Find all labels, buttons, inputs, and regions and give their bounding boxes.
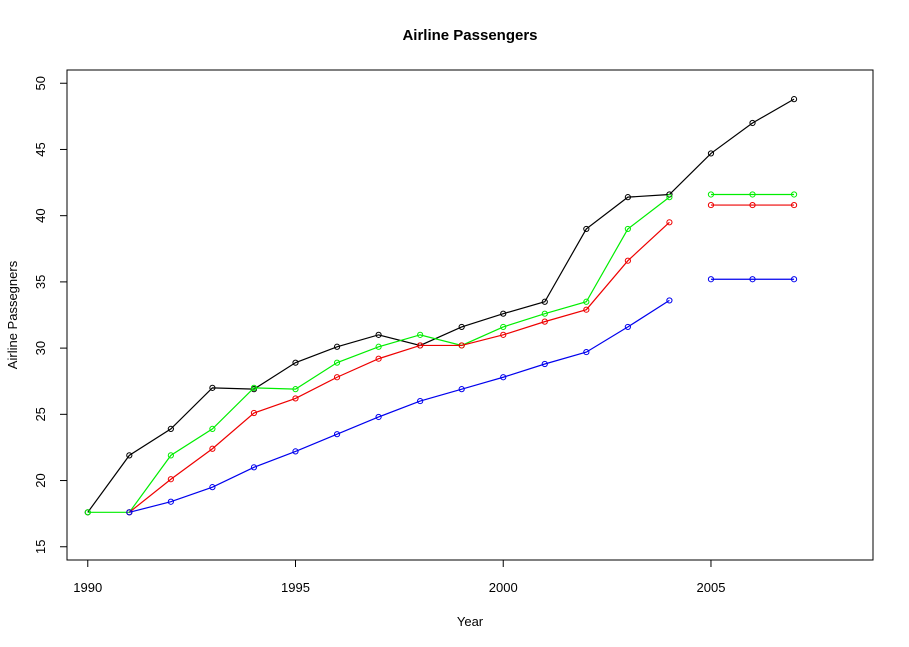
series-4-point (624, 323, 631, 331)
series-2-point (500, 323, 507, 331)
series-3-point (333, 374, 341, 381)
series-1-point (707, 150, 715, 157)
series-3-point (583, 306, 590, 313)
series-2-point (250, 384, 258, 391)
series-4-line (129, 299, 670, 513)
series-2 (84, 194, 673, 516)
series-3-point (417, 342, 424, 349)
series-4-point (583, 348, 590, 356)
series-1-point (167, 425, 174, 432)
y-axis: 15 20 25 30 35 40 45 50 (33, 76, 68, 554)
series-4-point (167, 498, 174, 505)
series-1-point (790, 96, 798, 103)
series-4-point (458, 386, 465, 393)
series-2-forecast-point (707, 191, 715, 198)
chart-title: Airline Passengers (402, 27, 537, 44)
x-axis: 1990 1995 2000 2005 (73, 559, 726, 595)
series-1-point (624, 194, 631, 201)
series-2-forecast (707, 191, 798, 198)
y-tick-label: 50 (33, 76, 48, 90)
series-4-point (209, 484, 216, 491)
series-4-point (375, 413, 382, 421)
series-1-point (500, 310, 507, 317)
series-3-point (167, 476, 174, 483)
series-3-point (500, 331, 507, 338)
plot-frame (66, 69, 874, 561)
series-1-point (375, 331, 382, 338)
series-2-point (84, 509, 91, 516)
series-2-point (333, 359, 341, 366)
series-3-forecast-point (707, 201, 715, 209)
series-1 (84, 96, 798, 516)
series-3-point (209, 445, 216, 452)
y-tick-label: 15 (33, 540, 48, 554)
series-1-point (209, 384, 216, 391)
x-tick-label: 2005 (697, 580, 726, 595)
series-1-point (666, 191, 673, 198)
series-3-forecast-point (749, 201, 756, 209)
series-4-point (500, 374, 507, 381)
series-4-point (333, 431, 341, 438)
x-tick-label: 1995 (281, 580, 310, 595)
series-3-forecast-point (790, 201, 798, 209)
series-2-point (666, 194, 673, 201)
series-3-line (128, 221, 670, 513)
series-3-point (541, 318, 548, 325)
series-2-point (624, 225, 631, 233)
series-4-point (292, 448, 299, 455)
series-1-point (583, 225, 590, 233)
series-2-point (292, 386, 299, 393)
series-4 (126, 297, 673, 516)
y-tick-label: 35 (33, 275, 48, 289)
x-axis-label: Year (457, 614, 484, 629)
series-3-point (292, 395, 299, 402)
series-3 (126, 219, 673, 516)
series-layer (84, 96, 798, 516)
series-2-forecast-point (749, 191, 756, 198)
series-4-point (417, 397, 424, 405)
series-3-point (375, 355, 382, 362)
y-tick-label: 40 (33, 208, 48, 222)
series-3-point (250, 409, 258, 417)
series-4-point (666, 297, 673, 304)
series-3-point (624, 257, 631, 264)
series-1-line (87, 98, 795, 513)
series-3-point (458, 342, 465, 349)
series-4-forecast-point (707, 276, 715, 283)
y-axis-label: Airline Passegners (5, 260, 20, 369)
series-3-forecast (707, 201, 798, 209)
series-4-forecast-point (749, 276, 756, 283)
series-2-line (87, 196, 670, 513)
series-2-point (167, 452, 174, 459)
series-1-point (541, 298, 548, 305)
series-1-point (749, 119, 756, 127)
series-2-point (375, 343, 382, 350)
y-tick-label: 25 (33, 407, 48, 421)
series-4-point (126, 509, 133, 516)
series-1-point (126, 452, 133, 459)
series-2-forecast-point (790, 191, 798, 198)
y-tick-label: 45 (33, 142, 48, 156)
series-2-point (209, 425, 216, 432)
x-tick-label: 2000 (489, 580, 518, 595)
series-3-point (666, 219, 673, 226)
series-2-point (417, 331, 424, 338)
series-4-point (541, 360, 548, 368)
series-4-point (250, 464, 258, 471)
series-1-point (458, 323, 465, 331)
series-2-point (583, 298, 590, 305)
series-4-forecast-point (790, 276, 798, 283)
y-tick-label: 30 (33, 341, 48, 355)
y-tick-label: 20 (33, 473, 48, 487)
series-2-point (541, 310, 548, 317)
x-tick-label: 1990 (73, 580, 102, 595)
series-1-point (292, 359, 299, 366)
series-4-forecast (707, 276, 798, 283)
series-1-point (333, 343, 341, 350)
